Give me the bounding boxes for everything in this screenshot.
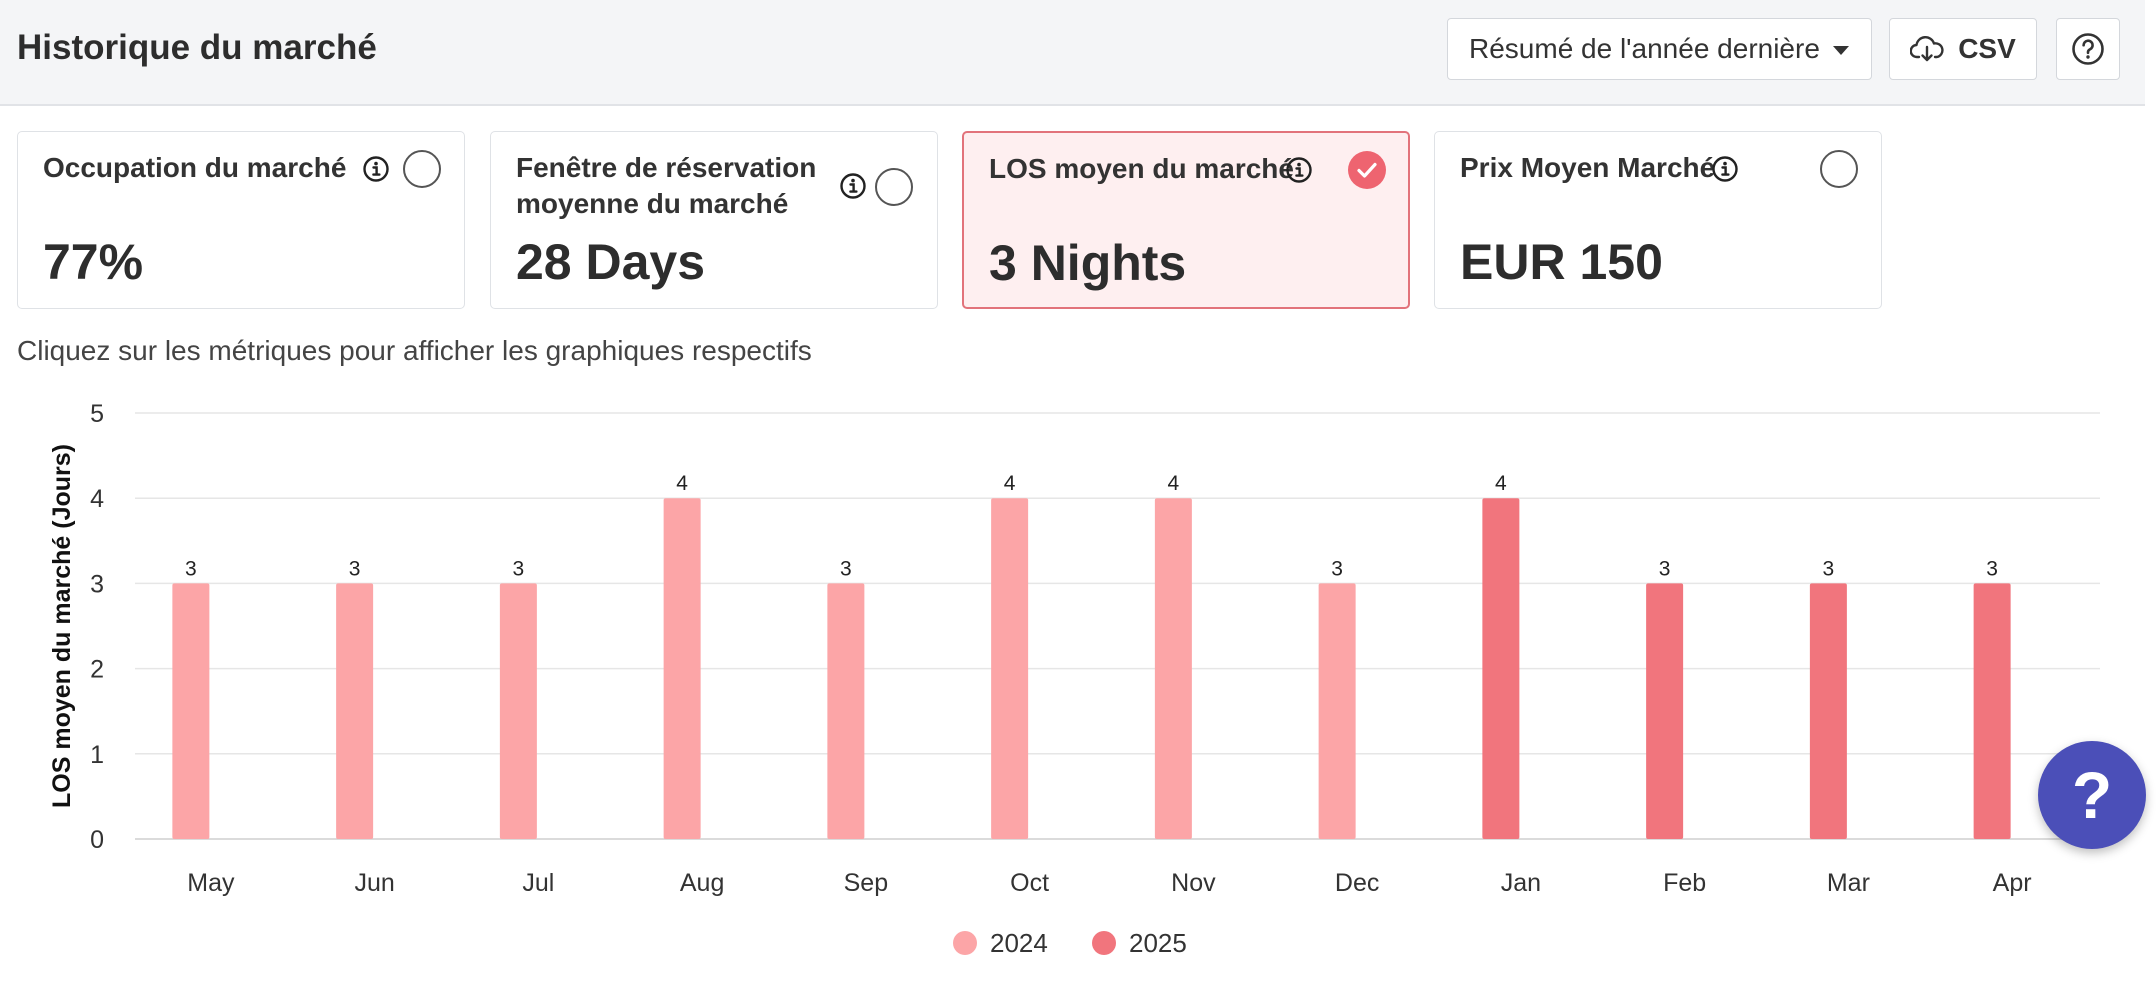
metric-card-label: LOS moyen du marché bbox=[989, 153, 1294, 184]
metrics-hint: Cliquez sur les métriques pour afficher … bbox=[17, 335, 812, 366]
info-icon bbox=[363, 156, 389, 182]
legend-swatch-2024 bbox=[953, 931, 977, 955]
x-tick-label: Apr bbox=[1993, 869, 2032, 897]
bar-2024-aug bbox=[663, 498, 701, 839]
x-tick-label: Feb bbox=[1663, 869, 1706, 897]
bar-data-label: 4 bbox=[676, 472, 688, 495]
bar-data-label: 4 bbox=[1004, 472, 1016, 495]
metric-card-value: 77% bbox=[43, 234, 144, 290]
bar-2025-jan bbox=[1482, 498, 1520, 839]
bar-2024-nov bbox=[1154, 498, 1192, 839]
bar-data-label: 4 bbox=[1495, 472, 1507, 495]
y-tick-label: 5 bbox=[90, 400, 104, 428]
metric-card-radio-checked[interactable] bbox=[1348, 151, 1386, 189]
bar-data-label: 3 bbox=[1659, 557, 1671, 580]
x-tick-label: Dec bbox=[1335, 869, 1379, 897]
y-axis-label: LOS moyen du marché (Jours) bbox=[48, 444, 76, 808]
period-select[interactable]: Résumé de l'année dernière bbox=[1447, 18, 1872, 80]
legend-swatch-2025 bbox=[1092, 931, 1116, 955]
bar-2024-sep bbox=[827, 583, 865, 839]
x-tick-label: Aug bbox=[680, 869, 724, 897]
floating-help-button[interactable]: ? bbox=[2038, 741, 2146, 849]
y-tick-label: 4 bbox=[90, 485, 104, 513]
help-button[interactable] bbox=[2056, 18, 2120, 80]
bar-2024-dec bbox=[1318, 583, 1356, 839]
bar-2025-feb bbox=[1646, 583, 1684, 839]
metric-card-occupancy[interactable]: Occupation du marché 77% bbox=[17, 131, 465, 309]
metric-card-value: 3 Nights bbox=[989, 235, 1187, 291]
metric-card-label: Fenêtre de réservation moyenne du marché bbox=[516, 152, 817, 219]
bar-2024-jun bbox=[336, 583, 374, 839]
bar-data-label: 3 bbox=[1986, 557, 1998, 580]
metric-card-label: Prix Moyen Marché bbox=[1460, 152, 1716, 183]
bar-data-label: 3 bbox=[840, 557, 852, 580]
x-tick-label: May bbox=[187, 869, 235, 897]
legend-label: 2024 bbox=[990, 928, 1048, 958]
metric-card-booking-window[interactable]: Fenêtre de réservation moyenne du marché… bbox=[490, 131, 938, 309]
metric-card-radio[interactable] bbox=[403, 150, 441, 188]
y-tick-label: 3 bbox=[90, 570, 104, 598]
bar-2025-mar bbox=[1809, 583, 1847, 839]
page-title: Historique du marché bbox=[17, 28, 377, 67]
metric-card-value: 28 Days bbox=[516, 234, 706, 290]
x-tick-label: Oct bbox=[1010, 869, 1049, 897]
csv-label: CSV bbox=[1958, 33, 2016, 64]
metric-card-label: Occupation du marché bbox=[43, 152, 347, 183]
bar-data-label: 3 bbox=[1331, 557, 1343, 580]
page-header: Historique du marché Résumé de l'année d… bbox=[0, 0, 2145, 106]
check-icon bbox=[1357, 162, 1377, 178]
x-tick-label: Jun bbox=[354, 869, 394, 897]
y-tick-label: 1 bbox=[90, 741, 104, 769]
metric-card-radio[interactable] bbox=[1820, 150, 1858, 188]
x-tick-label: Sep bbox=[844, 869, 888, 897]
info-icon bbox=[1286, 157, 1312, 183]
metric-card-value: EUR 150 bbox=[1460, 234, 1663, 290]
bar-2024-may bbox=[172, 583, 210, 839]
bar-2024-oct bbox=[991, 498, 1029, 839]
x-tick-label: Nov bbox=[1171, 869, 1216, 897]
bar-2025-apr bbox=[1973, 583, 2011, 839]
period-select-value: Résumé de l'année dernière bbox=[1469, 33, 1820, 64]
x-tick-label: Jan bbox=[1501, 869, 1541, 897]
bar-data-label: 4 bbox=[1168, 472, 1180, 495]
question-circle-icon bbox=[2072, 33, 2104, 65]
bar-data-label: 3 bbox=[349, 557, 361, 580]
x-tick-label: Mar bbox=[1827, 869, 1870, 897]
metric-card-los[interactable]: LOS moyen du marché 3 Nights bbox=[962, 131, 1410, 309]
cloud-download-icon bbox=[1910, 36, 1944, 62]
x-tick-label: Jul bbox=[522, 869, 554, 897]
chevron-down-icon bbox=[1833, 46, 1849, 55]
bar-data-label: 3 bbox=[513, 557, 525, 580]
metric-card-avg-price[interactable]: Prix Moyen Marché EUR 150 bbox=[1434, 131, 1882, 309]
bar-data-label: 3 bbox=[1823, 557, 1835, 580]
y-tick-label: 2 bbox=[90, 656, 104, 684]
y-tick-label: 0 bbox=[90, 826, 104, 854]
bar-data-label: 3 bbox=[185, 557, 197, 580]
legend-label: 2025 bbox=[1129, 928, 1187, 958]
info-icon bbox=[1712, 156, 1738, 182]
los-bar-chart: 0 1 2 3 4 5 LOS moyen du marché (Jours) 3 May 3 Ju… bbox=[48, 400, 2100, 958]
question-mark-icon: ? bbox=[2071, 758, 2113, 832]
info-icon bbox=[840, 173, 866, 199]
csv-download-button[interactable]: CSV bbox=[1889, 18, 2037, 80]
bar-2024-jul bbox=[499, 583, 537, 839]
metric-card-radio[interactable] bbox=[875, 168, 913, 206]
